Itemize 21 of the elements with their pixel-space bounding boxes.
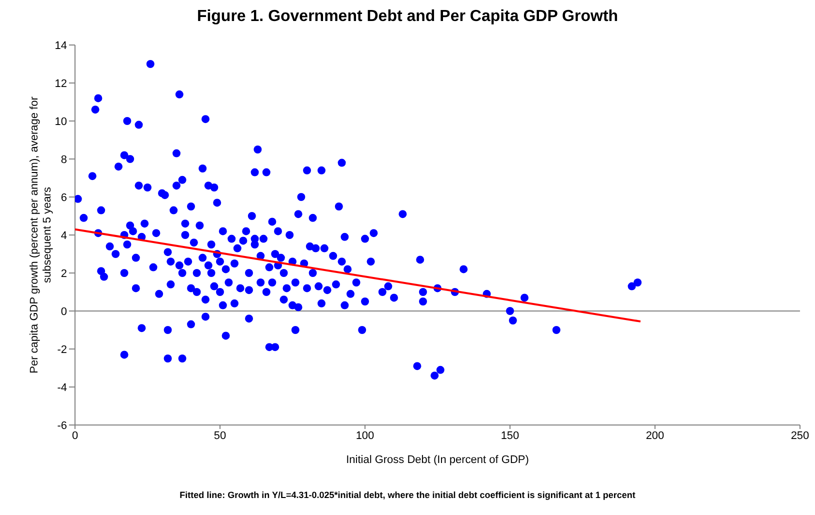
y-tick-label: 6 (60, 192, 67, 204)
text: Fitted line: Growth in Y/L=4.31-0.025*initial debt, where the initial debt coefficient is significant at 1 percent (178, 490, 636, 500)
y-tick-label: 12 (54, 78, 67, 90)
x-tick-label: 250 (790, 430, 810, 442)
x-tick-label: 150 (500, 430, 520, 442)
y-tick-label: 0 (60, 306, 67, 318)
x-tick-label: 100 (356, 430, 374, 442)
y-tick-label: 4 (60, 230, 67, 242)
y-tick-label: 14 (54, 40, 67, 52)
y-tick-label: 2 (60, 268, 67, 280)
y-tick-label: -6 (57, 420, 67, 432)
x-tick-label: 50 (214, 430, 226, 442)
y-tick-label: 10 (54, 116, 67, 128)
chart-title: Figure 1. Government Debt and Per Capita GDP Growth (196, 8, 620, 26)
x-tick-label: 0 (72, 430, 78, 442)
y-axis-title: Per capita GDP growth (percent per annum), average for subsequent 5 years (28, 96, 54, 374)
x-axis-title: Initial Gross Debt (In percent of GDP) (346, 454, 529, 466)
y-tick-label: -2 (57, 344, 67, 356)
y-tick-label: -4 (57, 382, 67, 394)
y-tick-label: 8 (60, 154, 67, 166)
x-tick-label: 200 (646, 430, 664, 442)
